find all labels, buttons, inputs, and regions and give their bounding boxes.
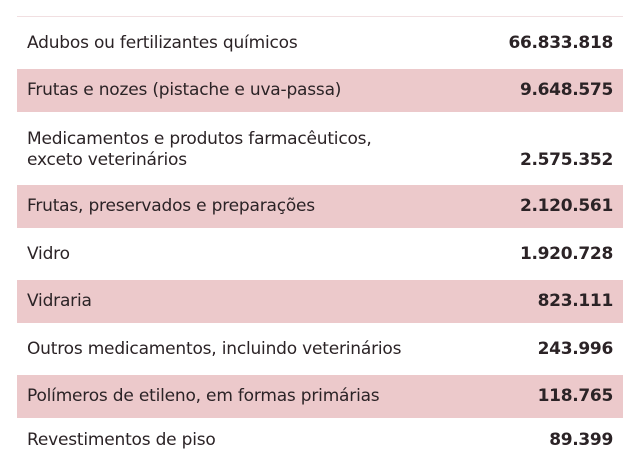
table-row: Polímeros de etileno, em formas primária… [17,375,623,418]
row-value: 66.833.818 [508,33,613,53]
table-row: Frutas e nozes (pistache e uva-passa) 9.… [17,69,623,112]
row-label: Adubos ou fertilizantes químicos [27,33,298,53]
row-value: 2.575.352 [519,150,613,170]
row-label: Polímeros de etileno, em formas primária… [27,386,380,406]
row-label: Vidro [27,244,70,264]
row-value: 243.996 [537,339,614,359]
table-row: Vidro 1.920.728 [17,228,623,280]
row-value: 2.120.561 [519,196,613,216]
table-row: Adubos ou fertilizantes químicos 66.833.… [17,17,623,69]
table-row: Frutas, preservados e preparações 2.120.… [17,185,623,228]
row-label: Medicamentos e produtos farmacêuticos, e… [27,129,372,171]
data-table: Adubos ou fertilizantes químicos 66.833.… [17,16,623,470]
row-label: Frutas e nozes (pistache e uva-passa) [27,80,342,100]
row-label: Revestimentos de piso [27,430,216,450]
row-value: 823.111 [537,291,614,311]
row-value: 89.399 [549,430,613,450]
top-divider [17,16,623,17]
table-row: Revestimentos de piso 89.399 [17,418,623,470]
table-row: Medicamentos e produtos farmacêuticos, e… [17,112,623,185]
row-label: Outros medicamentos, incluindo veterinár… [27,339,402,359]
table-row: Outros medicamentos, incluindo veterinár… [17,323,623,375]
row-label: Frutas, preservados e preparações [27,196,315,216]
row-label-line-2: exceto veterinários [27,150,187,170]
table-row: Vidraria 823.111 [17,280,623,323]
row-value: 1.920.728 [519,244,613,264]
row-value: 118.765 [537,386,614,406]
row-label-line-1: Medicamentos e produtos farmacêuticos, [27,129,372,149]
row-value: 9.648.575 [519,80,613,100]
row-label: Vidraria [27,291,92,311]
